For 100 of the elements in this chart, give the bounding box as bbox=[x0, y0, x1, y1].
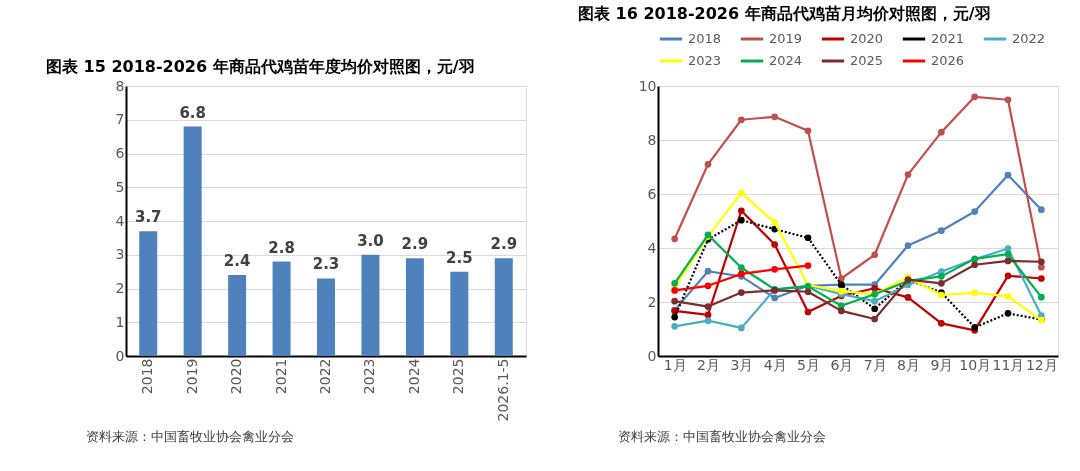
point bbox=[904, 171, 912, 178]
y-tick-label: 2 bbox=[647, 293, 657, 310]
point bbox=[771, 113, 779, 121]
data-label: 2.9 bbox=[401, 235, 429, 254]
point bbox=[1037, 258, 1045, 266]
data-label: 6.8 bbox=[179, 103, 206, 122]
bar bbox=[494, 258, 513, 356]
point bbox=[1037, 293, 1045, 301]
data-label: 2.5 bbox=[446, 248, 473, 267]
x-tick-label: 2025 bbox=[450, 358, 467, 395]
x-tick-label: 2022 bbox=[317, 358, 333, 395]
x-tick-label: 10月 bbox=[959, 356, 992, 373]
point bbox=[1004, 272, 1012, 280]
point bbox=[937, 227, 945, 235]
x-tick-label: 2020 bbox=[228, 358, 245, 395]
point bbox=[771, 219, 779, 226]
point bbox=[1037, 263, 1045, 271]
point bbox=[737, 207, 745, 215]
point bbox=[1004, 257, 1012, 265]
point bbox=[771, 265, 779, 273]
data-label: 2.3 bbox=[312, 255, 340, 274]
point bbox=[1004, 245, 1012, 252]
y-tick-label: 0 bbox=[647, 347, 657, 364]
point bbox=[1004, 292, 1012, 300]
point bbox=[904, 242, 912, 249]
bar bbox=[272, 261, 291, 356]
point bbox=[837, 275, 845, 282]
chart-title: 图表 16 2018-2026 年商品代鸡苗月均价对照图，元/羽 bbox=[578, 4, 991, 23]
legend-label: 2024 bbox=[769, 53, 803, 68]
point bbox=[1004, 96, 1012, 104]
point bbox=[837, 307, 845, 315]
point bbox=[971, 289, 979, 297]
point bbox=[904, 294, 912, 301]
point bbox=[804, 262, 812, 269]
x-tick-label: 2月 bbox=[697, 356, 720, 373]
y-tick-label: 6 bbox=[115, 145, 125, 161]
y-tick-label: 4 bbox=[647, 239, 657, 256]
legend-label: 2022 bbox=[1012, 31, 1046, 46]
point bbox=[704, 160, 712, 168]
bar bbox=[228, 275, 247, 356]
chart-title: 图表 15 2018-2026 年商品代鸡苗年度均价对照图，元/羽 bbox=[46, 57, 475, 76]
x-tick-label: 2023 bbox=[361, 358, 378, 395]
bar bbox=[139, 231, 158, 356]
y-tick-label: 6 bbox=[647, 185, 657, 202]
point bbox=[771, 225, 779, 233]
point bbox=[1004, 250, 1012, 258]
data-label: 2.8 bbox=[268, 238, 295, 257]
point bbox=[804, 308, 812, 316]
x-tick-label: 12月 bbox=[1025, 356, 1058, 373]
point bbox=[704, 267, 712, 275]
point bbox=[804, 234, 812, 242]
x-tick-label: 9月 bbox=[930, 356, 954, 373]
point bbox=[771, 241, 779, 248]
legend-label: 2018 bbox=[688, 31, 722, 46]
point bbox=[1037, 206, 1045, 214]
point bbox=[671, 287, 679, 294]
x-tick-label: 2024 bbox=[405, 358, 422, 395]
legend-label: 2025 bbox=[850, 53, 884, 68]
y-tick-label: 10 bbox=[638, 77, 657, 94]
point bbox=[671, 313, 679, 321]
x-tick-label: 5月 bbox=[797, 356, 820, 373]
point bbox=[871, 305, 879, 313]
y-tick-label: 5 bbox=[115, 178, 125, 195]
point bbox=[871, 251, 879, 259]
y-tick-label: 0 bbox=[115, 347, 125, 364]
bar bbox=[450, 271, 469, 356]
point bbox=[704, 282, 712, 290]
point bbox=[771, 294, 779, 302]
legend-label: 2021 bbox=[931, 31, 965, 46]
point bbox=[704, 317, 712, 324]
point bbox=[804, 288, 812, 296]
point bbox=[937, 280, 945, 287]
point bbox=[1004, 309, 1012, 317]
point bbox=[737, 116, 745, 124]
point bbox=[671, 235, 679, 243]
x-tick-label: 4月 bbox=[763, 356, 787, 373]
x-tick-label: 11月 bbox=[992, 356, 1025, 373]
point bbox=[937, 319, 945, 327]
data-label: 2.9 bbox=[490, 235, 518, 254]
point bbox=[737, 189, 745, 197]
bar bbox=[183, 126, 202, 356]
bar bbox=[405, 258, 424, 356]
x-tick-label: 8月 bbox=[897, 356, 920, 373]
text: 资料来源：中国畜牧业协会禽业分会 bbox=[618, 429, 826, 444]
x-tick-label: 6月 bbox=[830, 356, 854, 373]
x-tick-label: 2018 bbox=[139, 358, 156, 395]
point bbox=[671, 322, 679, 330]
x-tick-label: 2019 bbox=[183, 358, 200, 395]
point bbox=[671, 297, 679, 305]
data-label: 2.4 bbox=[223, 252, 251, 270]
point bbox=[737, 324, 745, 332]
point bbox=[1004, 171, 1012, 179]
legend-label: 2019 bbox=[769, 31, 803, 46]
point bbox=[1037, 275, 1045, 282]
point bbox=[937, 128, 945, 136]
point bbox=[971, 93, 979, 101]
bar bbox=[317, 278, 335, 356]
data-label: 3.7 bbox=[134, 208, 162, 227]
point bbox=[737, 289, 745, 296]
legend-label: 2023 bbox=[688, 53, 722, 68]
